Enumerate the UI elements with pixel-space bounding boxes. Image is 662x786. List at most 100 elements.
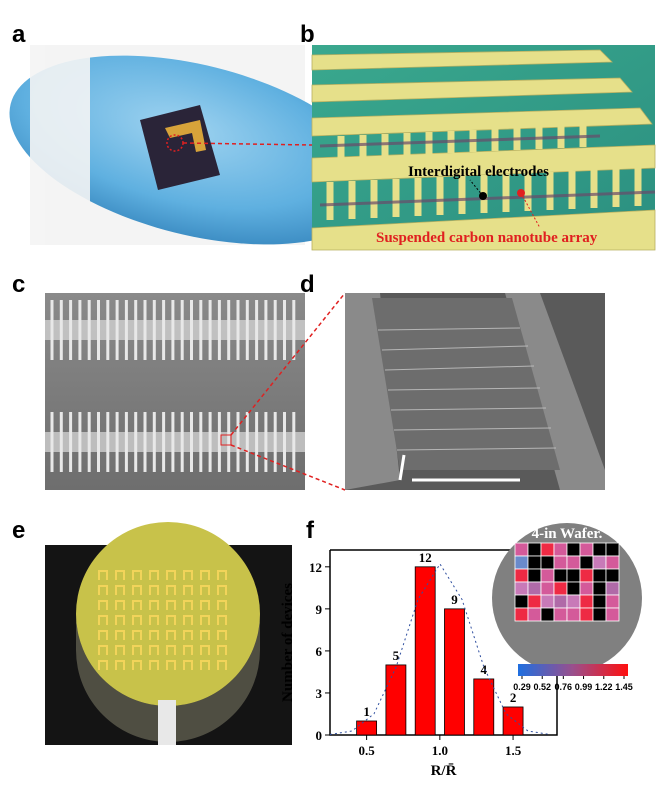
- zoom-line: [182, 142, 313, 146]
- device: [183, 570, 193, 580]
- device: [149, 585, 159, 595]
- wafer-cell: [605, 581, 620, 596]
- wafer-cell: [579, 568, 594, 583]
- device: [115, 585, 125, 595]
- wafer-cell: [527, 607, 542, 622]
- data-label: 4: [481, 662, 488, 677]
- device: [149, 570, 159, 580]
- wafer-cell: [540, 555, 555, 570]
- device: [200, 585, 210, 595]
- device: [200, 600, 210, 610]
- y-tick-label: 9: [316, 602, 323, 617]
- wafer-cell: [566, 581, 581, 596]
- device: [98, 630, 108, 640]
- wafer-cell: [579, 581, 594, 596]
- colorbar-tick-label: 1.22: [595, 682, 613, 692]
- device: [98, 660, 108, 670]
- device: [217, 570, 227, 580]
- colorbar-tick-label: 0.29: [513, 682, 531, 692]
- device: [200, 615, 210, 625]
- device: [115, 630, 125, 640]
- device: [200, 645, 210, 655]
- wafer-cell: [592, 568, 607, 583]
- wafer-cell: [553, 581, 568, 596]
- device: [217, 585, 227, 595]
- wafer-cell: [527, 542, 542, 557]
- colorbar-tick-label: 0.76: [555, 682, 573, 692]
- wafer-cell: [605, 568, 620, 583]
- device: [183, 585, 193, 595]
- device: [115, 570, 125, 580]
- annotation: Interdigital electrodes: [408, 164, 549, 180]
- device: [132, 645, 142, 655]
- render-b: [311, 45, 656, 251]
- device: [166, 645, 176, 655]
- wafer-cell: [540, 581, 555, 596]
- panel-label: c: [12, 271, 25, 298]
- bar: [473, 678, 495, 736]
- device: [200, 570, 210, 580]
- device: [149, 645, 159, 655]
- device: [183, 660, 193, 670]
- y-tick-label: 0: [316, 728, 323, 743]
- wafer-cell: [527, 555, 542, 570]
- wafer-cell: [527, 581, 542, 596]
- wafer-cell: [553, 555, 568, 570]
- device: [149, 615, 159, 625]
- wafer-cell: [540, 607, 555, 622]
- device: [98, 570, 108, 580]
- wafer-cell: [566, 555, 581, 570]
- sem-c: [45, 293, 305, 490]
- wafer-cell: [592, 581, 607, 596]
- bar: [385, 664, 407, 736]
- device: [217, 630, 227, 640]
- data-label: 5: [393, 648, 400, 663]
- y-tick-label: 3: [316, 686, 323, 701]
- device: [217, 645, 227, 655]
- device: [166, 660, 176, 670]
- panel-label: b: [300, 21, 315, 48]
- colorbar-tick-label: 0.52: [533, 682, 551, 692]
- data-label: 1: [363, 704, 370, 719]
- device: [200, 630, 210, 640]
- device: [166, 570, 176, 580]
- y-tick-label: 6: [316, 644, 323, 659]
- device: [132, 585, 142, 595]
- photo-e: [45, 522, 292, 745]
- wafer-cell: [592, 555, 607, 570]
- wafer-cell: [592, 607, 607, 622]
- device: [217, 615, 227, 625]
- device: [132, 630, 142, 640]
- device: [166, 630, 176, 640]
- wafer-cell: [540, 594, 555, 609]
- device: [98, 585, 108, 595]
- data-label: 2: [510, 690, 517, 705]
- wafer-cell: [540, 542, 555, 557]
- panel-label: a: [12, 21, 26, 48]
- wafer-cell: [605, 607, 620, 622]
- annotation: Suspended carbon nanotube array: [376, 230, 598, 246]
- device: [115, 645, 125, 655]
- device: [98, 600, 108, 610]
- wafer-cell: [514, 568, 529, 583]
- wafer-cell: [553, 607, 568, 622]
- device: [98, 645, 108, 655]
- wafer-cell: [527, 568, 542, 583]
- wafer-cell: [553, 542, 568, 557]
- wafer-cell: [579, 542, 594, 557]
- wafer-cell: [540, 568, 555, 583]
- device: [132, 615, 142, 625]
- wafer-cell: [527, 594, 542, 609]
- device: [166, 615, 176, 625]
- device: [149, 660, 159, 670]
- wafer-cell: [592, 594, 607, 609]
- colorbar: [518, 664, 628, 676]
- wafer-cell: [579, 555, 594, 570]
- wafer-cell: [579, 594, 594, 609]
- wafer-cell: [605, 594, 620, 609]
- x-tick-label: 1.0: [432, 743, 448, 758]
- device: [166, 600, 176, 610]
- device: [183, 600, 193, 610]
- fit-curve: [329, 563, 551, 735]
- wafer-cell: [605, 555, 620, 570]
